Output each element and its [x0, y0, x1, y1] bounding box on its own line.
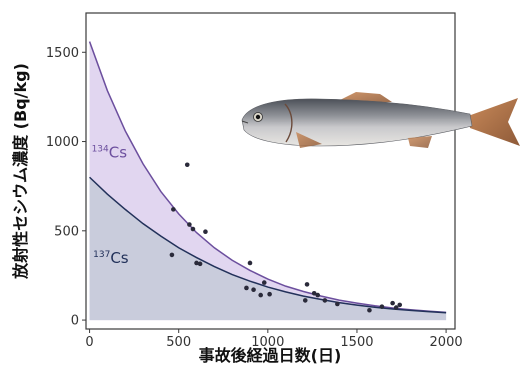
data-point [247, 260, 253, 266]
data-point [261, 280, 267, 285]
y-axis-ticks: 0 500 1000 1500 [46, 46, 86, 329]
data-point [251, 287, 256, 293]
points-layer [169, 162, 403, 313]
area-137cs [89, 177, 447, 321]
y-tick-label: 0 [71, 314, 79, 329]
data-point [267, 291, 272, 297]
data-point [397, 302, 403, 308]
data-point [194, 260, 199, 266]
x-tick-label: 2000 [430, 335, 463, 350]
x-tick-label: 500 [166, 335, 191, 350]
x-axis-title: 事故後経過日数(日) [199, 346, 342, 365]
fish-icon [241, 92, 520, 148]
x-axis-ticks: 0 500 1000 1500 2000 [85, 329, 463, 350]
data-point [315, 292, 321, 298]
y-tick-label: 500 [54, 224, 79, 239]
x-tick-label: 0 [85, 335, 93, 350]
series-label-134-mass: 134 [92, 145, 109, 155]
data-point [302, 298, 308, 303]
data-point [379, 304, 385, 309]
data-point [197, 261, 203, 267]
series-label-137-element: Cs [110, 249, 128, 267]
series-label-137-mass: 137 [93, 250, 110, 260]
data-point [390, 300, 395, 306]
x-tick-label: 1500 [340, 335, 373, 350]
data-point [184, 162, 190, 168]
data-point [335, 301, 340, 307]
fish-photo [241, 92, 520, 148]
data-point [258, 292, 263, 298]
curve-layer [88, 41, 447, 314]
data-point [169, 252, 175, 258]
y-axis-title: 放射性セシウム濃度 (Bq/kg) [11, 63, 30, 280]
series-label-134cs: 134Cs [92, 144, 128, 162]
area-layer [89, 41, 447, 321]
x-tick-label: 1000 [251, 335, 284, 350]
data-point [187, 222, 192, 227]
data-point [244, 285, 249, 291]
y-tick-label: 1500 [46, 46, 79, 61]
y-tick-label: 1000 [46, 135, 79, 150]
data-point [367, 307, 372, 313]
series-label-137cs: 137Cs [93, 249, 129, 267]
data-point [203, 229, 208, 235]
curve-137cs [89, 176, 447, 314]
data-point [393, 305, 399, 310]
data-point [322, 298, 328, 303]
curve-134cs [88, 41, 447, 314]
data-point [304, 282, 310, 287]
series-label-134-element: Cs [109, 144, 127, 162]
data-point [311, 290, 317, 296]
data-point [190, 226, 196, 232]
data-point [171, 207, 176, 212]
